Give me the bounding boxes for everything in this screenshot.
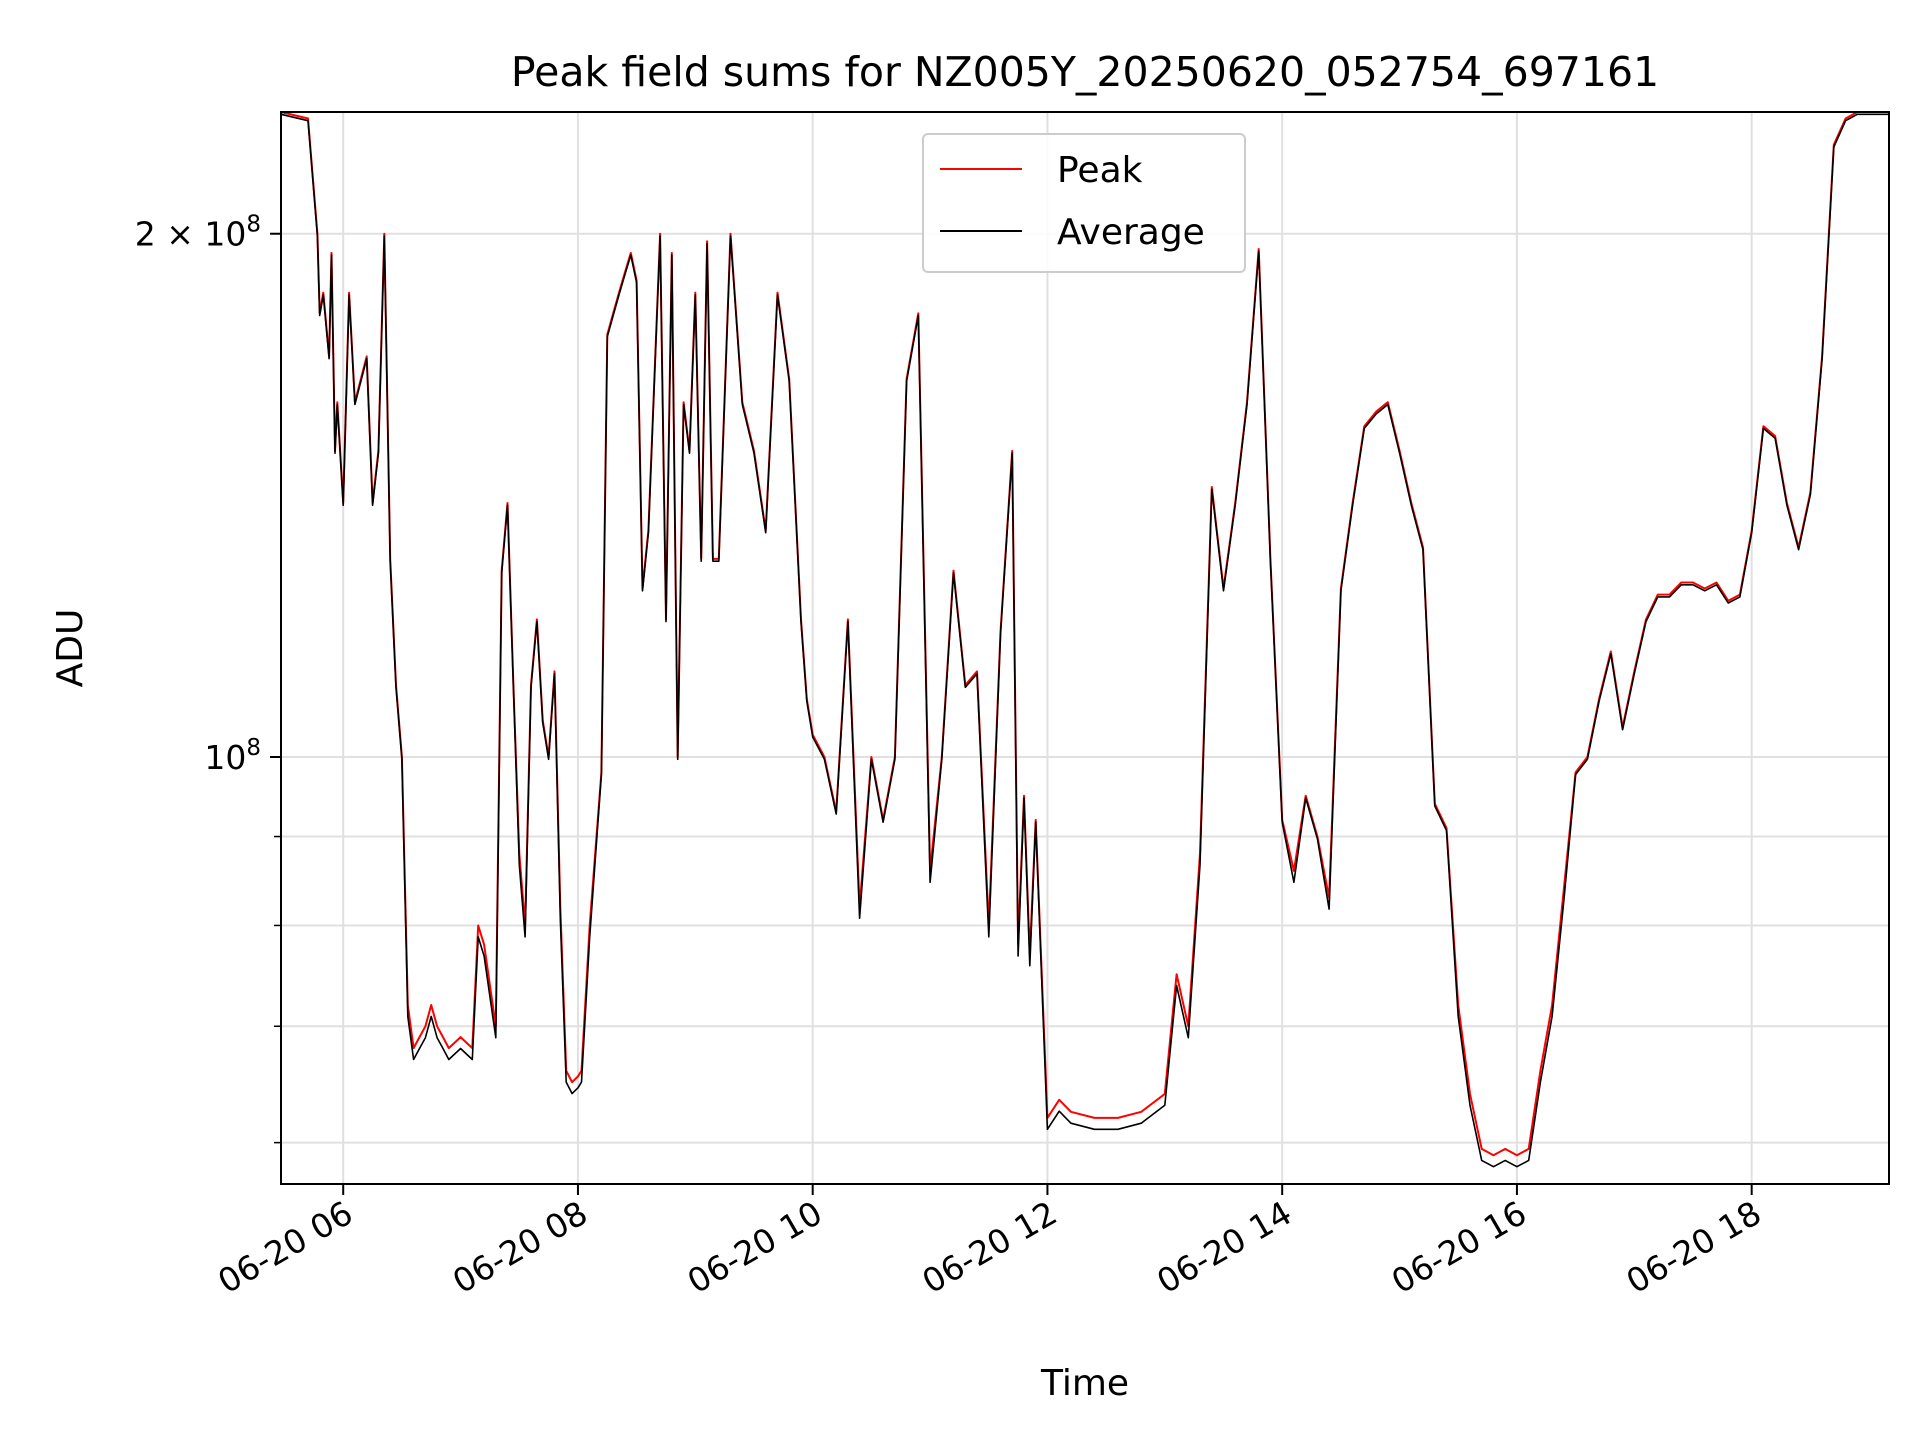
series-lines	[280, 111, 1889, 1168]
plot-frame	[280, 111, 1890, 1185]
legend-peak-label: Peak	[1057, 150, 1143, 191]
y-tick-label: 108	[204, 735, 261, 777]
x-axis-label: Time	[1040, 1363, 1129, 1404]
y-tick-label: 2 × 108	[135, 212, 261, 254]
series-line-average	[280, 113, 1889, 1168]
legend: Peak Average	[922, 133, 1246, 273]
chart-title: Peak field sums for NZ005Y_20250620_0527…	[511, 48, 1659, 96]
y-axis-label: ADU	[50, 609, 91, 688]
grid	[281, 112, 1889, 1184]
legend-average-label: Average	[1057, 212, 1205, 253]
